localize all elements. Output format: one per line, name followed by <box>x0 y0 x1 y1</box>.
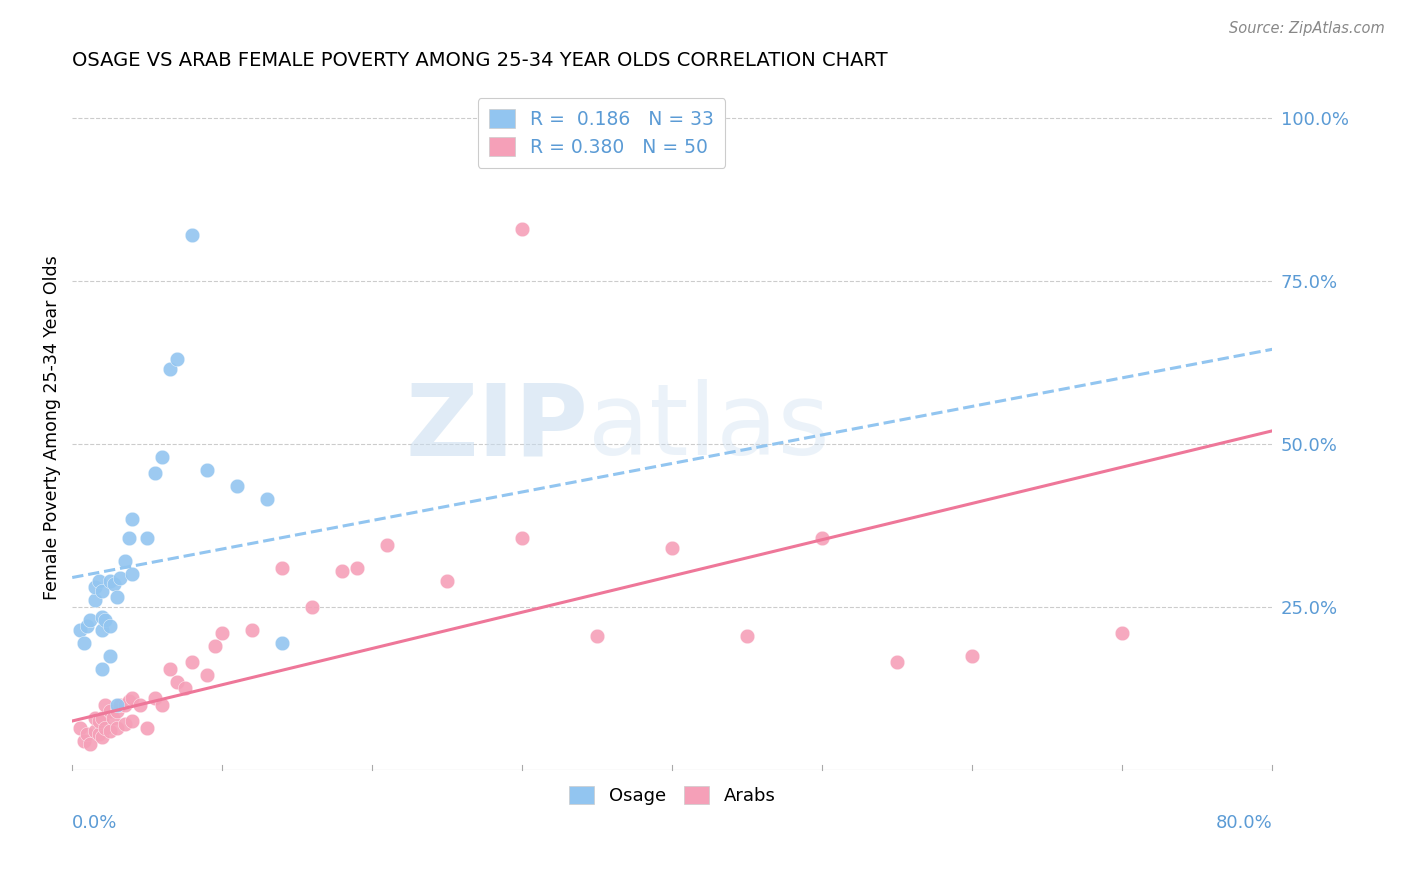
Point <box>121 714 143 728</box>
Point <box>150 698 173 712</box>
Point <box>271 560 294 574</box>
Point <box>105 704 128 718</box>
Point <box>143 691 166 706</box>
Point <box>737 629 759 643</box>
Point <box>886 655 908 669</box>
Point <box>181 228 204 243</box>
Point <box>375 538 398 552</box>
Point <box>91 583 114 598</box>
Point <box>204 639 226 653</box>
Point <box>181 655 204 669</box>
Point <box>89 714 111 728</box>
Point <box>121 512 143 526</box>
Text: 0.0%: 0.0% <box>72 814 118 832</box>
Point <box>101 711 124 725</box>
Point <box>83 580 105 594</box>
Point <box>195 463 218 477</box>
Point <box>211 626 233 640</box>
Point <box>330 564 353 578</box>
Point <box>346 560 368 574</box>
Point <box>136 721 159 735</box>
Point <box>143 466 166 480</box>
Point <box>240 623 263 637</box>
Point <box>83 711 105 725</box>
Point <box>586 629 609 643</box>
Point <box>76 619 98 633</box>
Point <box>98 704 121 718</box>
Point <box>271 636 294 650</box>
Point <box>811 532 834 546</box>
Text: Source: ZipAtlas.com: Source: ZipAtlas.com <box>1229 21 1385 36</box>
Point <box>114 717 136 731</box>
Y-axis label: Female Poverty Among 25-34 Year Olds: Female Poverty Among 25-34 Year Olds <box>44 255 60 600</box>
Point <box>91 609 114 624</box>
Point <box>136 532 159 546</box>
Point <box>73 636 96 650</box>
Legend: Osage, Arabs: Osage, Arabs <box>562 779 783 813</box>
Point <box>89 727 111 741</box>
Point <box>69 623 91 637</box>
Point <box>110 570 132 584</box>
Point <box>91 623 114 637</box>
Point <box>118 532 141 546</box>
Text: ZIP: ZIP <box>405 379 588 476</box>
Point <box>98 648 121 663</box>
Point <box>98 619 121 633</box>
Point <box>962 648 984 663</box>
Point <box>79 737 101 751</box>
Point <box>105 590 128 604</box>
Point <box>1111 626 1133 640</box>
Point <box>73 733 96 747</box>
Point <box>256 492 278 507</box>
Point <box>301 599 323 614</box>
Text: atlas: atlas <box>588 379 830 476</box>
Point <box>94 721 117 735</box>
Point <box>69 721 91 735</box>
Point <box>128 698 150 712</box>
Point <box>91 711 114 725</box>
Point <box>159 662 181 676</box>
Point <box>166 674 188 689</box>
Point <box>114 554 136 568</box>
Point <box>121 691 143 706</box>
Point <box>89 574 111 588</box>
Point <box>76 727 98 741</box>
Point <box>105 698 128 712</box>
Point <box>91 731 114 745</box>
Point <box>150 450 173 464</box>
Point <box>110 698 132 712</box>
Point <box>195 668 218 682</box>
Point <box>94 698 117 712</box>
Point <box>105 721 128 735</box>
Point <box>159 361 181 376</box>
Point <box>98 723 121 738</box>
Text: 80.0%: 80.0% <box>1216 814 1272 832</box>
Point <box>118 694 141 708</box>
Point <box>121 567 143 582</box>
Point <box>103 577 125 591</box>
Point <box>98 574 121 588</box>
Point <box>83 593 105 607</box>
Point <box>436 574 458 588</box>
Text: OSAGE VS ARAB FEMALE POVERTY AMONG 25-34 YEAR OLDS CORRELATION CHART: OSAGE VS ARAB FEMALE POVERTY AMONG 25-34… <box>72 51 887 70</box>
Point <box>83 723 105 738</box>
Point <box>114 698 136 712</box>
Point <box>226 479 249 493</box>
Point <box>166 352 188 367</box>
Point <box>661 541 683 556</box>
Point <box>510 532 533 546</box>
Point <box>79 613 101 627</box>
Point <box>510 221 533 235</box>
Point <box>94 613 117 627</box>
Point <box>173 681 195 696</box>
Point <box>91 662 114 676</box>
